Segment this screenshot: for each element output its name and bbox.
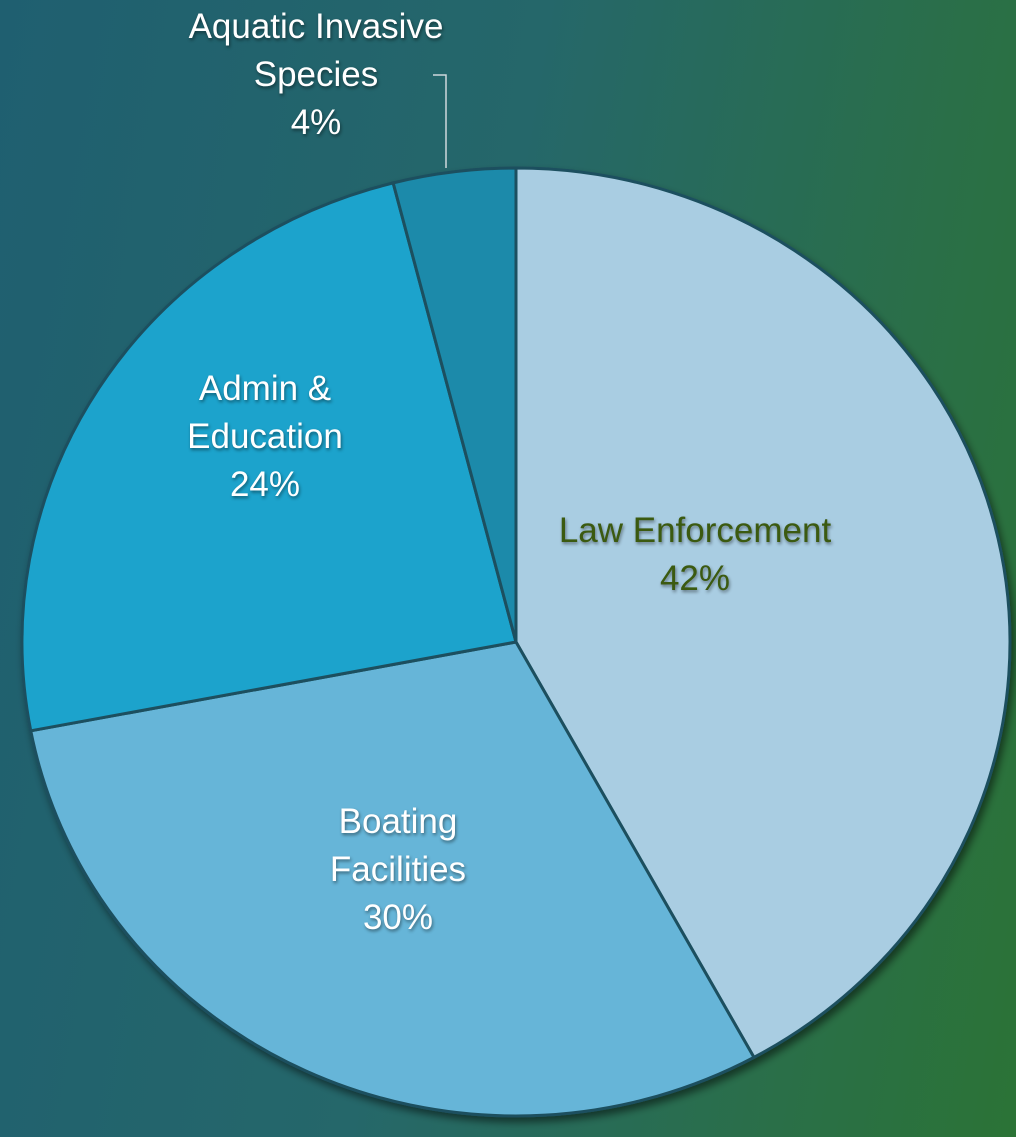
- pie-slice: [514, 166, 1012, 1060]
- pie-slice: [391, 166, 518, 643]
- value-label: 42%: [659, 559, 731, 598]
- value-label: 24%: [229, 465, 301, 504]
- pie-slice: [28, 640, 757, 1118]
- slice-label: Aquatic Invasive Species 4%: [156, 3, 476, 147]
- leader-line: [433, 74, 447, 168]
- slice-label: Boating Facilities 30%: [268, 798, 528, 942]
- pie-slice: [20, 181, 518, 733]
- value-label: 30%: [362, 898, 434, 937]
- category-label: Boating Facilities: [329, 802, 467, 889]
- pie: [20, 166, 1012, 1118]
- category-label: Admin & Education: [187, 369, 343, 456]
- value-label: 4%: [290, 103, 342, 142]
- category-label: Aquatic Invasive Species: [188, 7, 444, 94]
- slice-label: Law Enforcement 42%: [545, 507, 845, 603]
- slice-label: Admin & Education 24%: [135, 365, 395, 509]
- category-label: Law Enforcement: [558, 511, 832, 550]
